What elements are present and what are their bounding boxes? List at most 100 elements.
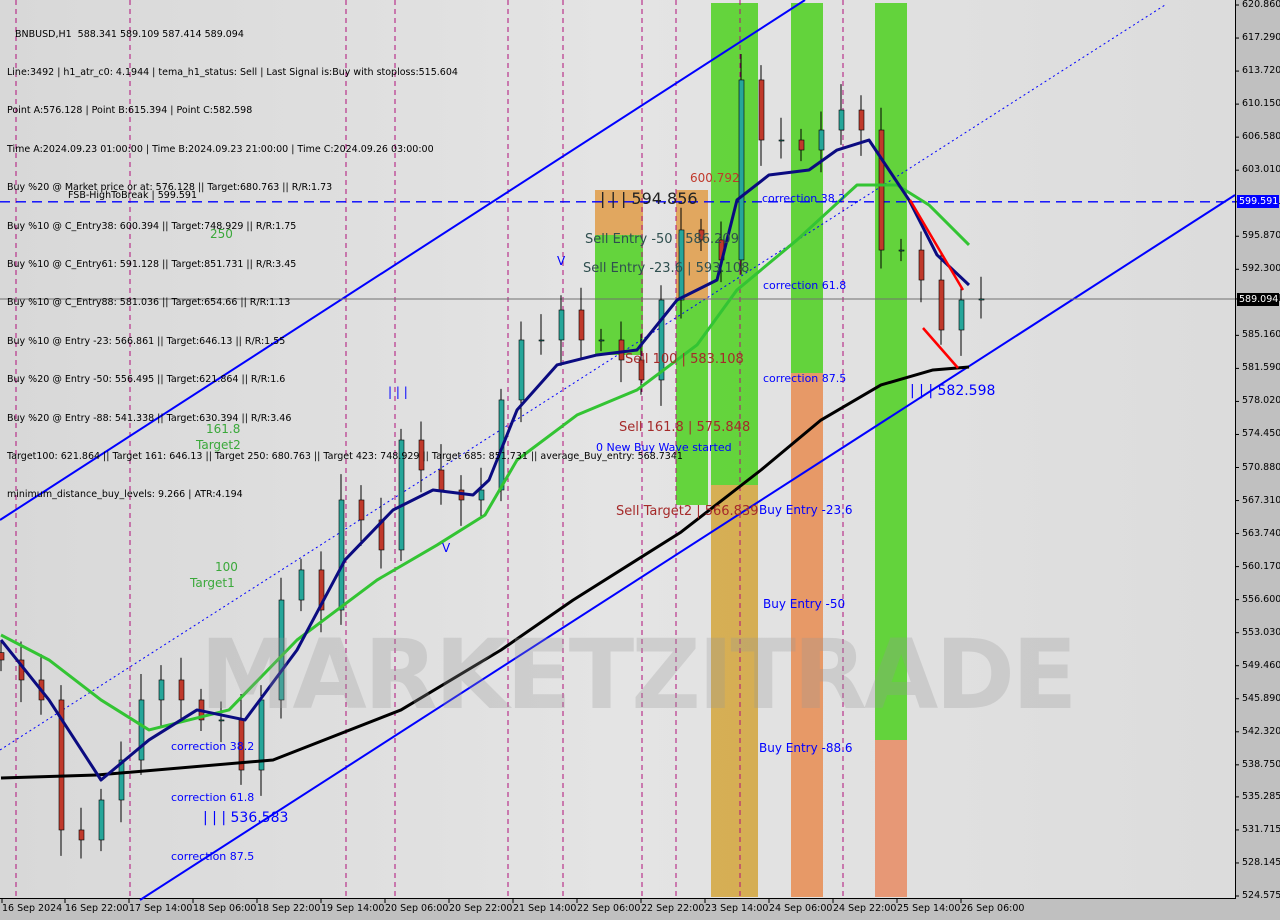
info-line: minimum_distance_buy_levels: 9.266 | ATR… [7, 489, 243, 501]
correction-61-left: correction 61.8 [171, 791, 255, 804]
y-tick-label: 585.160 [1242, 329, 1280, 341]
candle-body [118, 759, 125, 801]
y-tick-label: 620.860 [1242, 0, 1280, 10]
candle-body [358, 499, 365, 521]
candle-body [618, 339, 625, 361]
info-line: Point A:576.128 | Point B:615.394 | Poin… [7, 105, 253, 117]
price-zone [595, 235, 643, 355]
price-zone [791, 3, 823, 373]
x-tick-label: 22 Sep 06:00 [577, 903, 641, 914]
price-zone [676, 300, 708, 505]
channel-lower-line [139, 194, 1236, 901]
info-line: Buy %10 @ C_Entry88: 581.036 || Target:6… [7, 297, 291, 309]
candle-body [558, 309, 565, 341]
info-line: Buy %20 @ Entry -88: 541.338 || Target:6… [7, 412, 292, 424]
y-tick-label: 606.580 [1242, 131, 1280, 143]
correction-38: correction 38.2 [762, 192, 846, 205]
x-tick-label: 16 Sep 2024 [2, 903, 63, 914]
info-line: Buy %10 @ C_Entry61: 591.128 || Target:8… [7, 258, 297, 270]
candle-body [78, 829, 85, 841]
price-zone [875, 3, 907, 740]
x-tick-label: 16 Sep 22:00 [65, 903, 129, 914]
y-tick-label: 531.715 [1242, 823, 1280, 835]
candle-body [958, 299, 965, 331]
candle-body [158, 679, 165, 701]
sell-161: Sell 161.8 | 575.848 [619, 420, 751, 435]
y-tick-label: 578.020 [1242, 395, 1280, 407]
candle-body [298, 569, 305, 601]
x-tick-label: 18 Sep 22:00 [257, 903, 321, 914]
candle-body [758, 79, 765, 141]
level-100-label: 100 [215, 560, 238, 574]
candle-body [538, 339, 545, 342]
wave-line [908, 199, 965, 291]
candle-body [598, 339, 605, 342]
y-tick-label: 538.750 [1242, 758, 1280, 770]
candle-body [638, 359, 645, 381]
candle-body [518, 339, 525, 401]
correction-87: correction 87.5 [763, 372, 847, 385]
y-tick-label: 592.300 [1242, 263, 1280, 275]
info-line: Target100: 621.864 || Target 161: 646.13… [7, 450, 683, 462]
wave-line [922, 327, 959, 369]
candle-body [798, 139, 805, 151]
x-tick-label: 18 Sep 06:00 [193, 903, 257, 914]
price-zone [595, 190, 643, 235]
candle-body [818, 129, 825, 151]
ma-slow-line [0, 365, 970, 780]
point-b-label: | | | 594.856 [600, 189, 698, 208]
info-line: Line:3492 | h1_atr_c0: 4.1944 | tema_h1_… [7, 66, 458, 78]
y-tick-label: 603.010 [1242, 164, 1280, 176]
x-tick-label: 22 Sep 22:00 [641, 903, 705, 914]
level-161-label: 161.8 [206, 422, 241, 436]
point-c-label: | | | 582.598 [910, 383, 996, 399]
price-zone [875, 740, 907, 897]
y-tick-label: 535.285 [1242, 790, 1280, 802]
y-tick-label: 560.170 [1242, 560, 1280, 572]
candle-body [918, 249, 925, 281]
candle-body [678, 229, 685, 301]
x-tick-label: 24 Sep 06:00 [769, 903, 833, 914]
sell-entry-50: Sell Entry -50 | 586.209 [585, 232, 739, 247]
channel-mid-line [0, 4, 1166, 751]
candle-body [418, 439, 425, 471]
channel-upper-line [0, 0, 806, 521]
plot-area [0, 0, 1236, 899]
y-tick-label: 545.890 [1242, 692, 1280, 704]
candle-body [858, 109, 865, 131]
info-line: Buy %20 @ Market price or at: 576.128 ||… [7, 182, 333, 194]
info-panel: BNBUSD,H1 588.341 589.109 587.414 589.09… [7, 3, 683, 528]
price-zone [791, 373, 823, 897]
y-tick-label: 574.450 [1242, 428, 1280, 440]
y-tick-label: 567.310 [1242, 494, 1280, 506]
x-tick-label: 24 Sep 22:00 [833, 903, 897, 914]
x-tick-label: 21 Sep 14:00 [513, 903, 577, 914]
candle-body [398, 439, 405, 551]
candle-body [978, 298, 985, 301]
current-price-tag: 589.094 [1237, 293, 1279, 306]
candle-body [778, 139, 785, 142]
x-tick-label: 17 Sep 14:00 [129, 903, 193, 914]
candle-body [738, 79, 745, 261]
candle-body [218, 719, 225, 722]
symbol-title: BNBUSD,H1 588.341 589.109 587.414 589.09… [15, 28, 244, 40]
candle-body [98, 799, 105, 841]
point-a-label: | | | 536.583 [203, 810, 289, 826]
candle-body [0, 652, 5, 661]
correction-87-left: correction 87.5 [171, 850, 255, 863]
wave-v-marker: V [557, 254, 566, 268]
y-tick-label: 613.720 [1242, 65, 1280, 77]
correction-38-left: correction 38.2 [171, 740, 255, 753]
y-tick-label: 524.575 [1242, 890, 1280, 901]
target2-label: Target2 [196, 438, 241, 452]
wave-v-marker: V [442, 541, 451, 555]
y-tick-label: 563.740 [1242, 527, 1280, 539]
candle-body [698, 229, 705, 241]
candle-body [338, 499, 345, 611]
candle-body [478, 489, 485, 501]
x-tick-label: 19 Sep 14:00 [321, 903, 385, 914]
info-line: Time A:2024.09.23 01:00:00 | Time B:2024… [7, 143, 434, 155]
ma-mid-line [0, 183, 971, 732]
info-line: Buy %10 @ Entry -23: 566.861 || Target:6… [7, 335, 286, 347]
